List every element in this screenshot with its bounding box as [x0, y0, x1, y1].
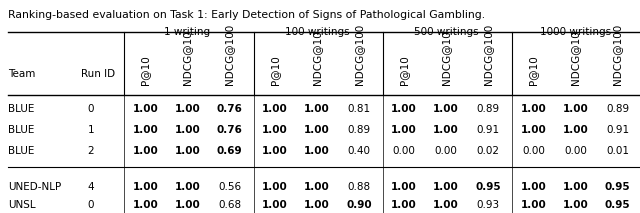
- Text: 1.00: 1.00: [175, 146, 200, 156]
- Text: 0.88: 0.88: [348, 182, 371, 192]
- Text: NDCG@100: NDCG@100: [483, 24, 493, 85]
- Text: NDCG@10: NDCG@10: [570, 30, 580, 85]
- Text: 1.00: 1.00: [520, 200, 547, 210]
- Text: 4: 4: [88, 182, 94, 192]
- Text: 1.00: 1.00: [304, 104, 330, 114]
- Text: 1.00: 1.00: [433, 104, 459, 114]
- Text: 0.68: 0.68: [218, 200, 241, 210]
- Text: 1.00: 1.00: [132, 182, 158, 192]
- Text: 0.76: 0.76: [216, 104, 243, 114]
- Text: P@10: P@10: [140, 55, 150, 85]
- Text: 1.00: 1.00: [262, 200, 287, 210]
- Text: NDCG@100: NDCG@100: [354, 24, 364, 85]
- Text: 1: 1: [88, 125, 94, 135]
- Text: Run ID: Run ID: [81, 69, 115, 79]
- Text: 1.00: 1.00: [262, 146, 287, 156]
- Text: BLUE: BLUE: [8, 125, 34, 135]
- Text: 0.00: 0.00: [435, 146, 458, 156]
- Text: 1.00: 1.00: [132, 125, 158, 135]
- Text: 0.91: 0.91: [606, 125, 629, 135]
- Text: 0.01: 0.01: [606, 146, 629, 156]
- Text: NDCG@100: NDCG@100: [225, 24, 234, 85]
- Text: 1.00: 1.00: [563, 182, 588, 192]
- Text: 1 writing: 1 writing: [164, 27, 211, 37]
- Text: 0.81: 0.81: [348, 104, 371, 114]
- Text: 0.00: 0.00: [393, 146, 415, 156]
- Text: Team: Team: [8, 69, 35, 79]
- Text: BLUE: BLUE: [8, 104, 34, 114]
- Text: 1.00: 1.00: [132, 104, 158, 114]
- Text: 1.00: 1.00: [563, 200, 588, 210]
- Text: 1.00: 1.00: [175, 200, 200, 210]
- Text: 1.00: 1.00: [433, 125, 459, 135]
- Text: P@10: P@10: [399, 55, 409, 85]
- Text: UNED-NLP: UNED-NLP: [8, 182, 61, 192]
- Text: 0.93: 0.93: [477, 200, 500, 210]
- Text: 1.00: 1.00: [563, 125, 588, 135]
- Text: NDCG@100: NDCG@100: [612, 24, 623, 85]
- Text: NDCG@10: NDCG@10: [312, 30, 322, 85]
- Text: 1.00: 1.00: [175, 182, 200, 192]
- Text: P@10: P@10: [269, 55, 280, 85]
- Text: 1.00: 1.00: [132, 200, 158, 210]
- Text: 100 writings: 100 writings: [285, 27, 349, 37]
- Text: 0.95: 0.95: [605, 200, 630, 210]
- Text: 1.00: 1.00: [304, 200, 330, 210]
- Text: 0.76: 0.76: [216, 125, 243, 135]
- Text: 1.00: 1.00: [520, 182, 547, 192]
- Text: 1.00: 1.00: [304, 125, 330, 135]
- Text: 0.56: 0.56: [218, 182, 241, 192]
- Text: 1.00: 1.00: [304, 146, 330, 156]
- Text: 0.90: 0.90: [346, 200, 372, 210]
- Text: 1.00: 1.00: [391, 125, 417, 135]
- Text: 2: 2: [88, 146, 94, 156]
- Text: 0: 0: [88, 104, 94, 114]
- Text: 1.00: 1.00: [304, 182, 330, 192]
- Text: 500 writings: 500 writings: [414, 27, 479, 37]
- Text: 1.00: 1.00: [175, 125, 200, 135]
- Text: 1.00: 1.00: [391, 200, 417, 210]
- Text: 0.95: 0.95: [476, 182, 501, 192]
- Text: UNSL: UNSL: [8, 200, 35, 210]
- Text: 0.89: 0.89: [606, 104, 629, 114]
- Text: 0.89: 0.89: [477, 104, 500, 114]
- Text: 1.00: 1.00: [391, 182, 417, 192]
- Text: BLUE: BLUE: [8, 146, 34, 156]
- Text: 1.00: 1.00: [520, 104, 547, 114]
- Text: 1.00: 1.00: [175, 104, 200, 114]
- Text: NDCG@10: NDCG@10: [441, 30, 451, 85]
- Text: 1.00: 1.00: [262, 125, 287, 135]
- Text: 1.00: 1.00: [433, 182, 459, 192]
- Text: 0: 0: [88, 200, 94, 210]
- Text: 0.95: 0.95: [605, 182, 630, 192]
- Text: 0.40: 0.40: [348, 146, 371, 156]
- Text: 0.00: 0.00: [522, 146, 545, 156]
- Text: 1.00: 1.00: [262, 104, 287, 114]
- Text: P@10: P@10: [529, 55, 538, 85]
- Text: 1.00: 1.00: [520, 125, 547, 135]
- Text: 1.00: 1.00: [433, 200, 459, 210]
- Text: 0.91: 0.91: [477, 125, 500, 135]
- Text: Ranking-based evaluation on Task 1: Early Detection of Signs of Pathological Gam: Ranking-based evaluation on Task 1: Earl…: [8, 10, 485, 20]
- Text: 1.00: 1.00: [132, 146, 158, 156]
- Text: 0.00: 0.00: [564, 146, 587, 156]
- Text: 0.69: 0.69: [217, 146, 243, 156]
- Text: NDCG@10: NDCG@10: [182, 30, 193, 85]
- Text: 1000 writings: 1000 writings: [540, 27, 611, 37]
- Text: 1.00: 1.00: [391, 104, 417, 114]
- Text: 1.00: 1.00: [262, 182, 287, 192]
- Text: 0.89: 0.89: [348, 125, 371, 135]
- Text: 0.02: 0.02: [477, 146, 500, 156]
- Text: 1.00: 1.00: [563, 104, 588, 114]
